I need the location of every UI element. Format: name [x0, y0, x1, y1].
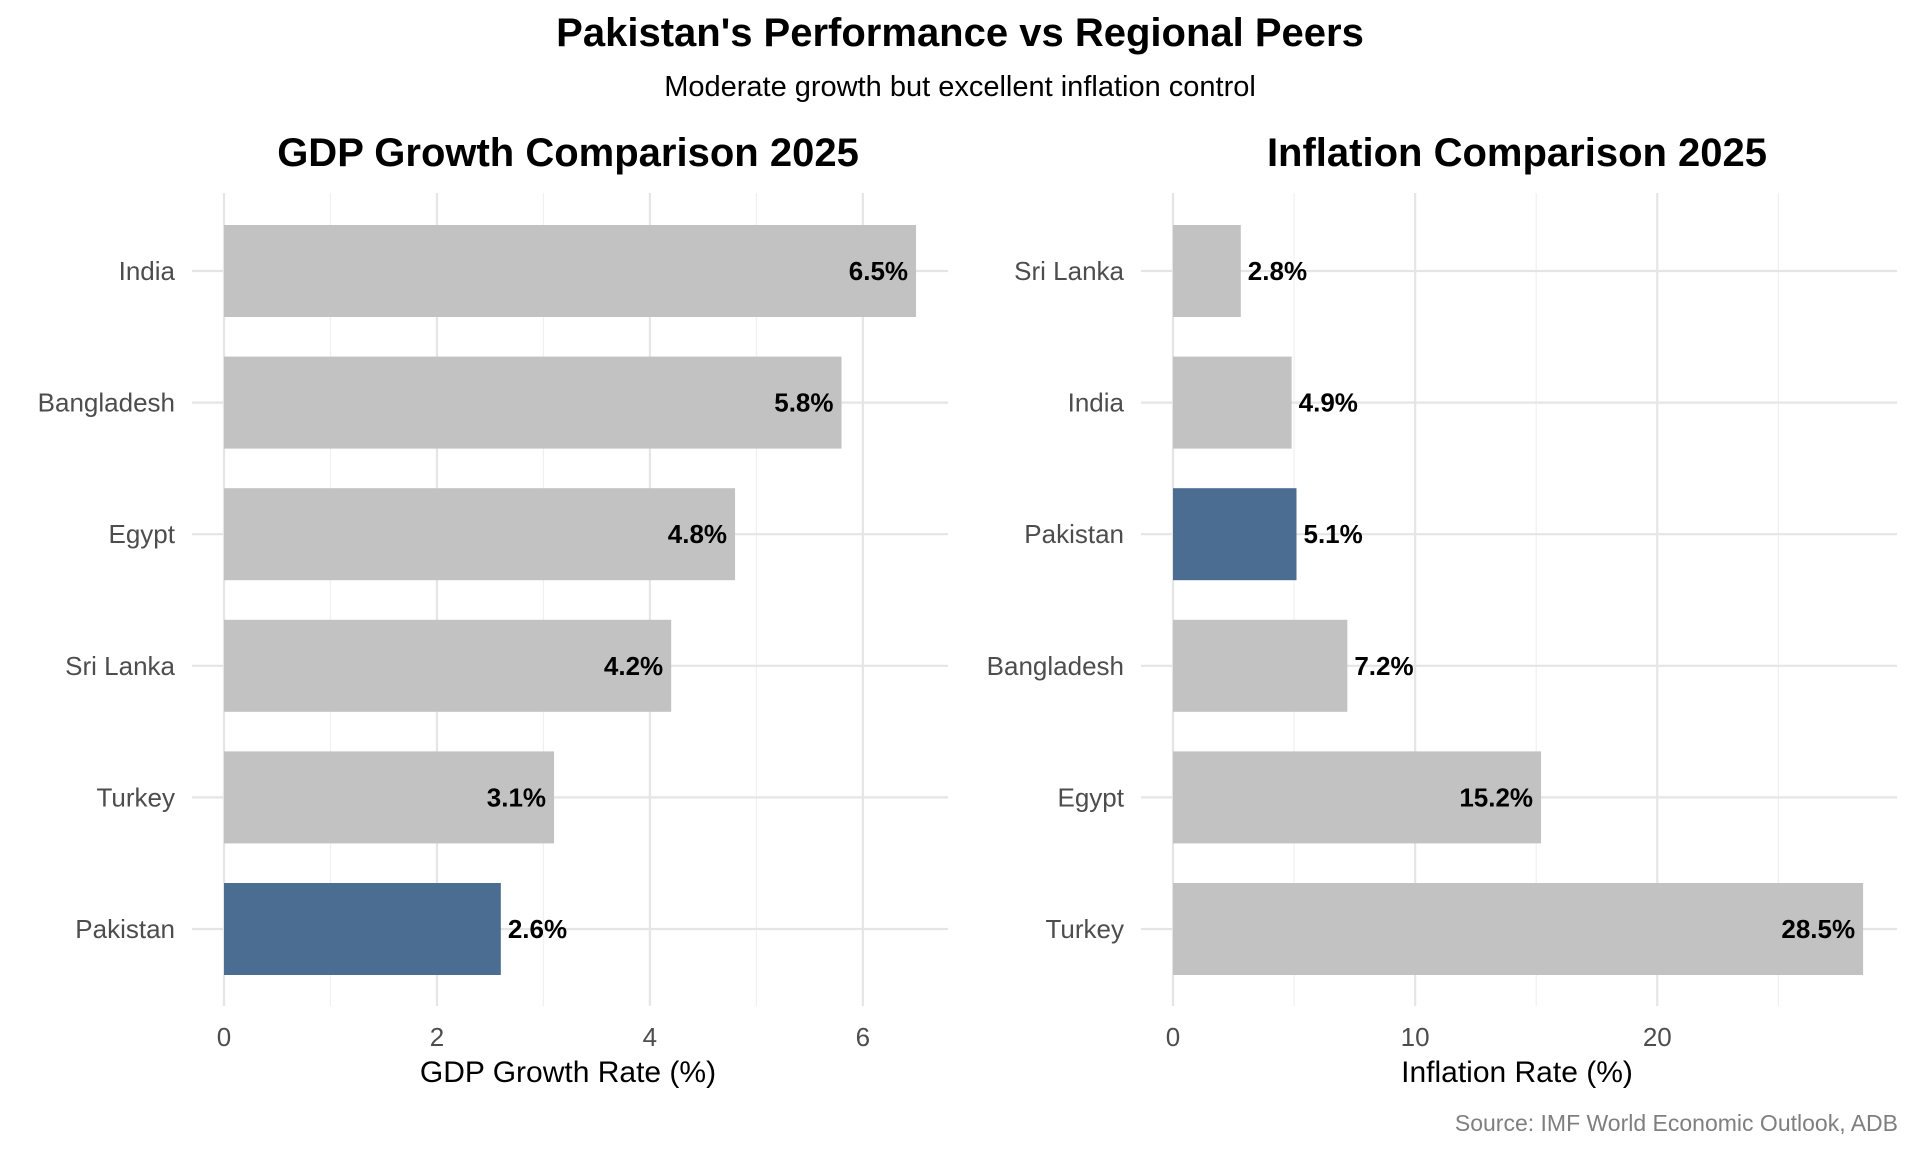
inflation-value-labels: 2.8% 4.9% 5.1% 7.2% 15.2% 28.5%: [1248, 256, 1855, 944]
inflation-value-label-india: 4.9%: [1299, 388, 1358, 418]
gdp-value-labels: 6.5% 5.8% 4.8% 4.2% 3.1% 2.6%: [487, 256, 908, 944]
gdp-category-label: Pakistan: [75, 914, 175, 944]
inflation-value-label-turkey: 28.5%: [1781, 914, 1855, 944]
inflation-tick-label: 10: [1401, 1022, 1430, 1052]
gdp-bar-sri-lanka: [224, 619, 672, 712]
gdp-value-label-pakistan: 2.6%: [508, 914, 567, 944]
gdp-value-label-turkey: 3.1%: [487, 782, 546, 812]
gdp-category-label: India: [119, 256, 176, 286]
gdp-tick-label: 6: [856, 1022, 870, 1052]
gdp-bar-bangladesh: [224, 356, 842, 449]
figure-title: Pakistan's Performance vs Regional Peers: [556, 11, 1364, 55]
gdp-x-axis-title: GDP Growth Rate (%): [420, 1056, 716, 1089]
gdp-tick-label: 0: [217, 1022, 231, 1052]
inflation-category-label: India: [1068, 388, 1125, 418]
inflation-value-label-bangladesh: 7.2%: [1354, 651, 1413, 681]
inflation-panel: Inflation Comparison 2025 2.8% 4.9% 5.1% 7.2…: [987, 131, 1897, 1089]
inflation-bar-egypt: [1173, 751, 1542, 844]
inflation-bar-sri-lanka: [1173, 225, 1241, 317]
gdp-bar-india: [224, 225, 917, 317]
gdp-category-label: Egypt: [109, 519, 176, 549]
gdp-category-label: Turkey: [97, 782, 176, 812]
inflation-category-label: Sri Lanka: [1014, 256, 1124, 286]
inflation-bar-pakistan: [1173, 488, 1297, 581]
inflation-value-label-egypt: 15.2%: [1459, 782, 1533, 812]
gdp-tick-label: 4: [643, 1022, 657, 1052]
gdp-bar-turkey: [224, 751, 555, 844]
inflation-category-label: Turkey: [1046, 914, 1125, 944]
inflation-bar-india: [1173, 356, 1292, 449]
inflation-category-label: Egypt: [1058, 782, 1125, 812]
gdp-value-label-india: 6.5%: [849, 256, 908, 286]
inflation-value-label-sri-lanka: 2.8%: [1248, 256, 1307, 286]
inflation-panel-title: Inflation Comparison 2025: [1267, 131, 1767, 175]
source-caption: Source: IMF World Economic Outlook, ADB: [1455, 1110, 1898, 1136]
inflation-value-label-pakistan: 5.1%: [1303, 519, 1362, 549]
inflation-tick-label: 20: [1643, 1022, 1672, 1052]
gdp-growth-panel: GDP Growth Comparison 2025 6.5% 5.8% 4.8% 4.…: [38, 131, 948, 1089]
inflation-x-axis-title: Inflation Rate (%): [1401, 1056, 1633, 1089]
gdp-bar-egypt: [224, 488, 736, 581]
gdp-value-label-egypt: 4.8%: [668, 519, 727, 549]
gdp-category-label: Bangladesh: [38, 388, 175, 418]
inflation-bar-bangladesh: [1173, 619, 1348, 712]
gdp-value-label-bangladesh: 5.8%: [774, 388, 833, 418]
gdp-bar-pakistan: [224, 883, 501, 975]
inflation-category-label: Bangladesh: [987, 651, 1124, 681]
inflation-category-label: Pakistan: [1024, 519, 1124, 549]
gdp-panel-title: GDP Growth Comparison 2025: [277, 131, 859, 175]
figure-subtitle: Moderate growth but excellent inflation …: [664, 71, 1256, 103]
inflation-bar-turkey: [1173, 883, 1864, 975]
inflation-tick-label: 0: [1166, 1022, 1180, 1052]
gdp-tick-label: 2: [430, 1022, 444, 1052]
gdp-category-label: Sri Lanka: [65, 651, 175, 681]
gdp-value-label-sri-lanka: 4.2%: [604, 651, 663, 681]
